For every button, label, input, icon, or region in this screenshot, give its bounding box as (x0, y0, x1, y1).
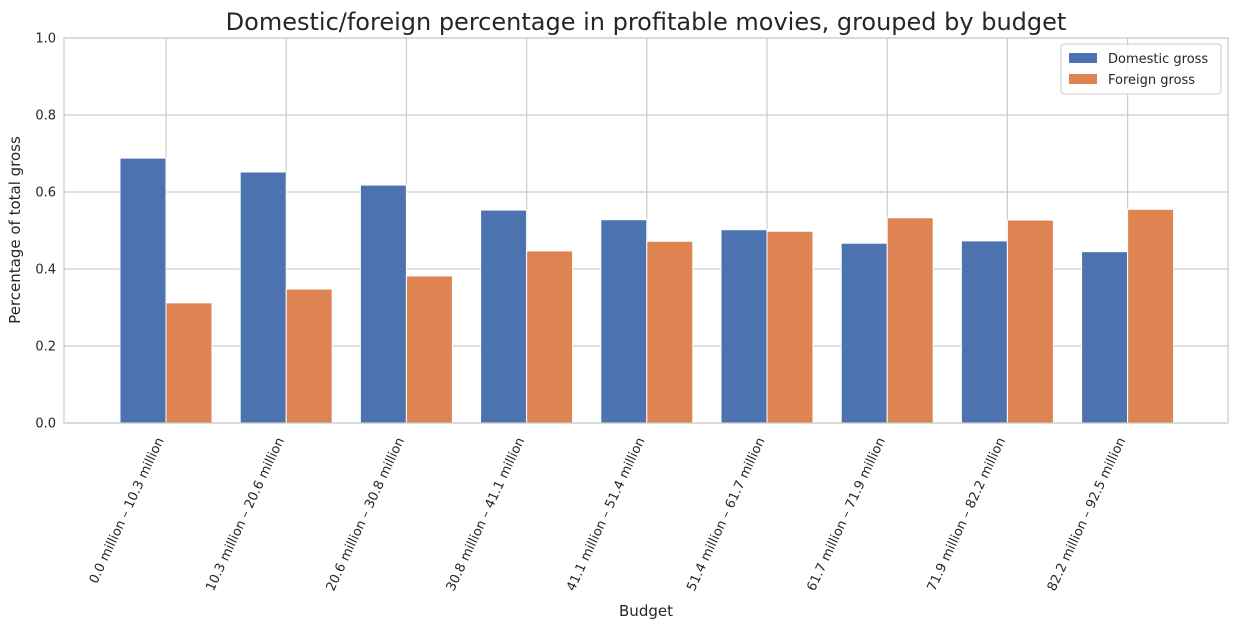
legend: Domestic gross Foreign gross (1060, 43, 1222, 95)
domestic-bar (600, 219, 648, 424)
y-tick-label: 0.2 (35, 340, 56, 355)
bars (119, 157, 1175, 424)
y-tick-label: 1.0 (35, 32, 56, 47)
domestic-bar (720, 229, 768, 424)
foreign-bar (766, 230, 814, 424)
x-tick-label: 30.8 million – 41.1 million (444, 435, 528, 593)
x-axis-ticks: 0.0 million – 10.3 million 10.3 million –… (87, 435, 1130, 593)
legend-label: Domestic gross (1108, 52, 1208, 67)
x-tick-label: 41.1 million – 51.4 million (564, 435, 648, 593)
plot-frame (63, 37, 1229, 424)
domestic-bar (840, 242, 888, 424)
foreign-bar (1127, 208, 1175, 424)
foreign-bar (165, 302, 213, 424)
domestic-bar (960, 240, 1008, 424)
x-tick-label: 0.0 million – 10.3 million (87, 435, 168, 586)
domestic-bar (119, 157, 167, 424)
y-tick-label: 0.4 (35, 263, 56, 278)
y-axis-ticks: 0.0 0.2 0.4 0.6 0.8 1.0 (35, 32, 56, 432)
legend-swatch (1069, 74, 1097, 84)
x-tick-label: 10.3 million – 20.6 million (203, 435, 287, 593)
domestic-bar (359, 184, 407, 424)
legend-label: Foreign gross (1108, 73, 1195, 88)
x-tick-label: 71.9 million – 82.2 million (925, 435, 1009, 593)
chart-title: Domestic/foreign percentage in profitabl… (226, 8, 1067, 36)
foreign-bar (405, 275, 453, 424)
y-tick-label: 0.8 (35, 109, 56, 124)
legend-box (1060, 43, 1222, 95)
domestic-bar (1081, 251, 1129, 424)
x-tick-label: 20.6 million – 30.8 million (324, 435, 408, 593)
x-tick-label: 82.2 million – 92.5 million (1045, 435, 1129, 593)
x-axis-label: Budget (619, 602, 673, 620)
foreign-bar (1006, 219, 1054, 424)
x-tick-label: 51.4 million – 61.7 million (684, 435, 768, 593)
y-axis-label: Percentage of total gross (6, 136, 24, 324)
foreign-bar (646, 240, 694, 424)
foreign-bar (886, 217, 934, 424)
x-tick-label: 61.7 million – 71.9 million (804, 435, 888, 593)
domestic-bar (239, 171, 287, 424)
domestic-bar (480, 209, 528, 424)
foreign-bar (526, 250, 574, 424)
legend-swatch (1069, 53, 1097, 63)
y-tick-label: 0.6 (35, 186, 56, 201)
foreign-bar (285, 288, 333, 424)
y-tick-label: 0.0 (35, 417, 56, 432)
